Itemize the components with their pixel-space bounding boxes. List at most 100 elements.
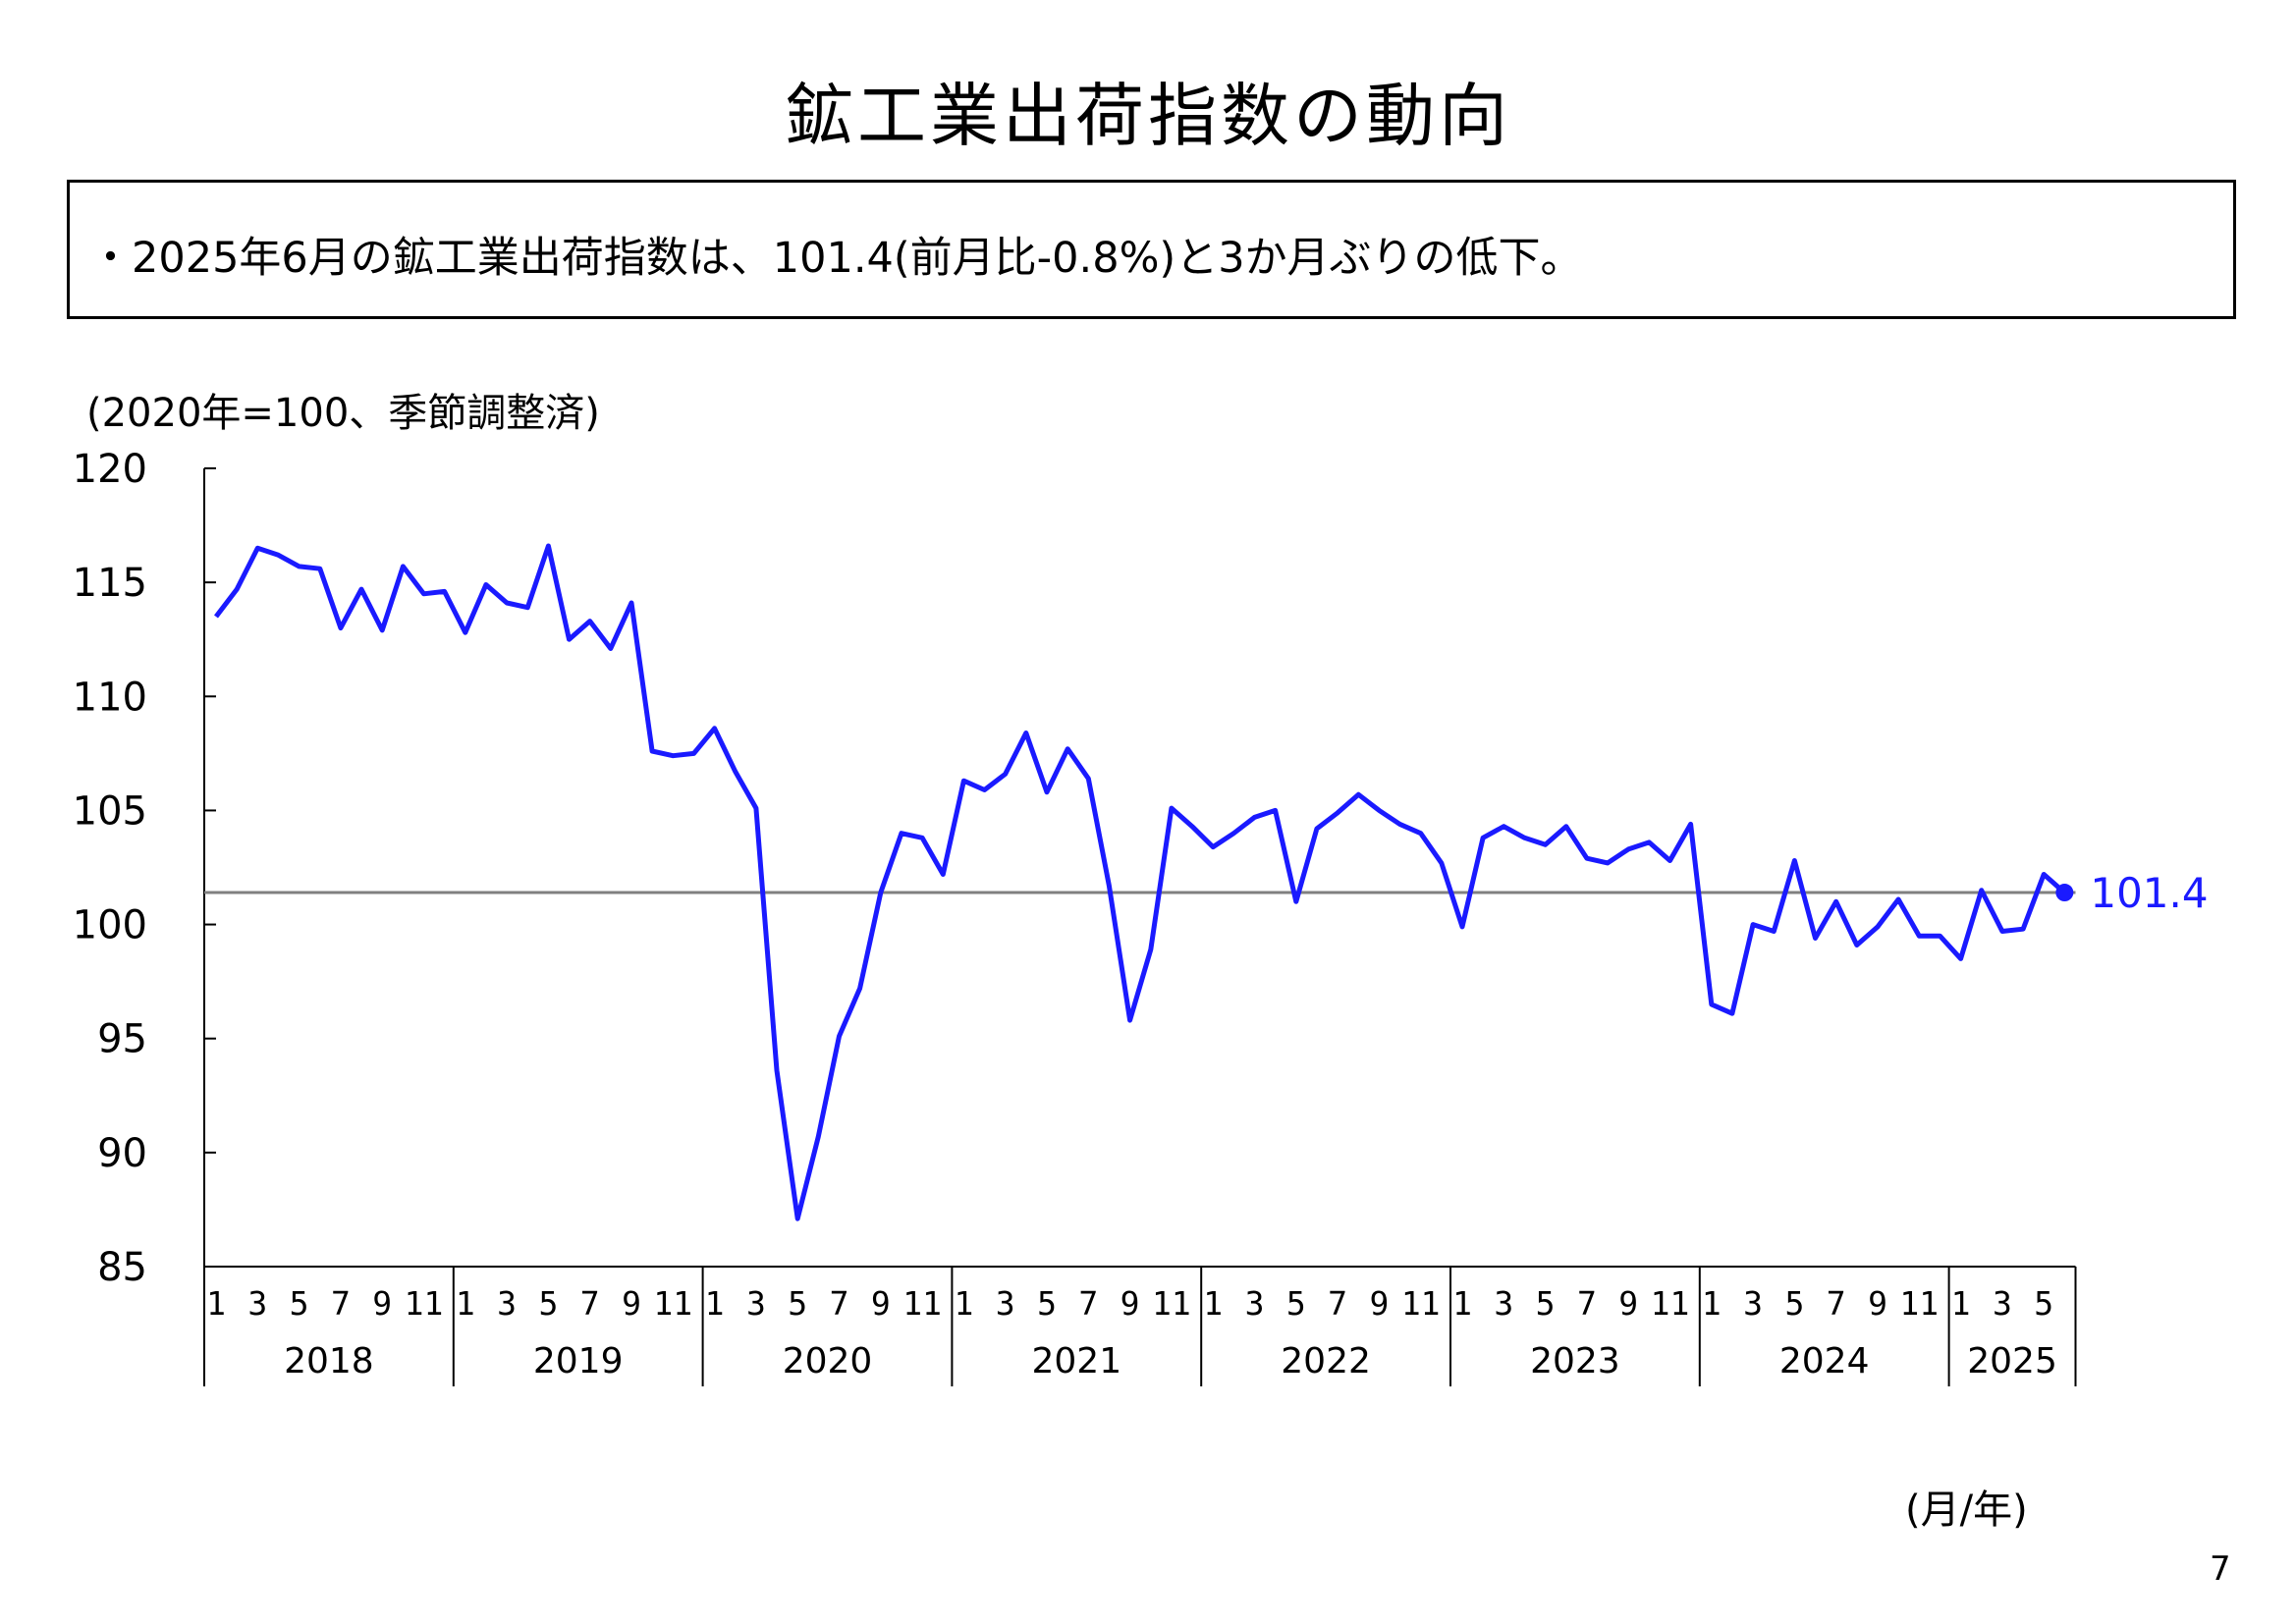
x-month-label: 1	[954, 1284, 973, 1323]
data-point	[671, 753, 676, 758]
data-point	[442, 589, 447, 594]
x-month-label: 1	[1702, 1284, 1722, 1323]
page-number: 7	[2210, 1549, 2231, 1589]
x-month-label: 11	[1401, 1284, 1441, 1323]
data-point	[235, 587, 240, 592]
x-month-label: 3	[497, 1284, 517, 1323]
y-tick-label: 95	[97, 1017, 147, 1062]
x-month-label: 5	[2034, 1284, 2053, 1323]
data-point	[1667, 858, 1672, 863]
x-year-label: 2025	[1967, 1341, 2057, 1381]
data-point	[1709, 1001, 1714, 1006]
data-point	[1107, 884, 1112, 889]
y-tick-label: 110	[73, 675, 147, 720]
x-month-label: 1	[1951, 1284, 1971, 1323]
data-point	[1356, 792, 1361, 797]
data-point	[1999, 929, 2004, 934]
data-point	[1127, 1018, 1132, 1023]
x-month-label: 3	[746, 1284, 766, 1323]
data-point	[1023, 731, 1028, 735]
x-year-label: 2022	[1281, 1341, 1371, 1381]
x-year-label: 2018	[284, 1341, 374, 1381]
data-point	[608, 646, 613, 651]
data-point	[1751, 922, 1756, 927]
data-point	[1377, 808, 1382, 813]
data-point	[899, 831, 903, 836]
x-month-label: 5	[788, 1284, 807, 1323]
data-point	[1397, 822, 1402, 827]
data-point	[338, 625, 343, 630]
data-point	[317, 567, 322, 571]
x-month-label: 7	[1328, 1284, 1347, 1323]
data-point	[1896, 897, 1901, 902]
x-year-label: 2021	[1031, 1341, 1121, 1381]
x-month-label: 11	[653, 1284, 692, 1323]
data-point	[1979, 888, 1984, 893]
data-point	[1813, 936, 1818, 941]
data-point	[1293, 899, 1298, 904]
data-point	[567, 637, 572, 642]
x-month-label: 7	[580, 1284, 600, 1323]
data-point	[1543, 842, 1548, 847]
data-point	[650, 749, 655, 754]
page-title: 鉱工業出荷指数の動向	[785, 76, 1511, 156]
last-data-point	[2055, 884, 2074, 902]
data-point	[1647, 839, 1652, 844]
data-point	[505, 601, 510, 606]
data-point	[1522, 836, 1527, 840]
x-month-label: 11	[1152, 1284, 1191, 1323]
x-month-label: 9	[1868, 1284, 1887, 1323]
x-month-label: 1	[1203, 1284, 1223, 1323]
x-month-label: 1	[206, 1284, 226, 1323]
data-point	[587, 619, 592, 623]
y-tick-label: 90	[97, 1131, 147, 1176]
y-tick-label: 100	[73, 903, 147, 948]
data-point	[297, 564, 301, 568]
data-point	[214, 614, 219, 619]
data-point	[1086, 776, 1091, 781]
x-month-label: 3	[247, 1284, 267, 1323]
data-point	[1231, 831, 1236, 836]
data-point	[733, 769, 738, 774]
data-point	[1481, 836, 1486, 840]
x-month-label: 9	[1121, 1284, 1140, 1323]
x-month-label: 9	[622, 1284, 641, 1323]
data-point	[1066, 746, 1070, 751]
x-month-label: 3	[1743, 1284, 1763, 1323]
data-point	[483, 582, 488, 587]
data-point	[1211, 844, 1216, 849]
data-point	[1584, 856, 1589, 861]
x-month-label: 11	[902, 1284, 942, 1323]
data-point	[1772, 929, 1777, 934]
x-year-label: 2020	[783, 1341, 873, 1381]
data-point	[712, 726, 717, 731]
data-point	[1190, 824, 1195, 829]
data-point	[878, 891, 883, 895]
data-point	[1563, 824, 1568, 829]
data-point	[421, 591, 426, 596]
x-month-label: 11	[1899, 1284, 1939, 1323]
summary-text: ・2025年6月の鉱工業出荷指数は、101.4(前月比-0.8%)と3か月ぶりの…	[89, 234, 1583, 283]
x-month-label: 3	[996, 1284, 1015, 1323]
x-month-label: 1	[705, 1284, 725, 1323]
data-point	[775, 1068, 780, 1073]
x-month-label: 7	[830, 1284, 849, 1323]
data-point	[1148, 947, 1153, 952]
data-point	[961, 779, 966, 784]
x-year-label: 2019	[533, 1341, 624, 1381]
data-point	[1314, 827, 1319, 832]
unit-note: (2020年=100、季節調整済)	[86, 391, 600, 436]
x-month-label: 11	[1651, 1284, 1690, 1323]
data-point	[2021, 927, 2026, 932]
data-point	[1502, 824, 1506, 829]
x-month-label: 9	[1369, 1284, 1389, 1323]
data-point	[1876, 924, 1881, 929]
data-point	[1792, 858, 1797, 863]
x-axis-unit-label: (月/年)	[1905, 1488, 2028, 1533]
data-point	[525, 605, 530, 610]
data-point	[1958, 956, 1963, 961]
data-point	[816, 1134, 821, 1139]
x-year-label: 2024	[1779, 1341, 1870, 1381]
x-month-label: 5	[1536, 1284, 1556, 1323]
